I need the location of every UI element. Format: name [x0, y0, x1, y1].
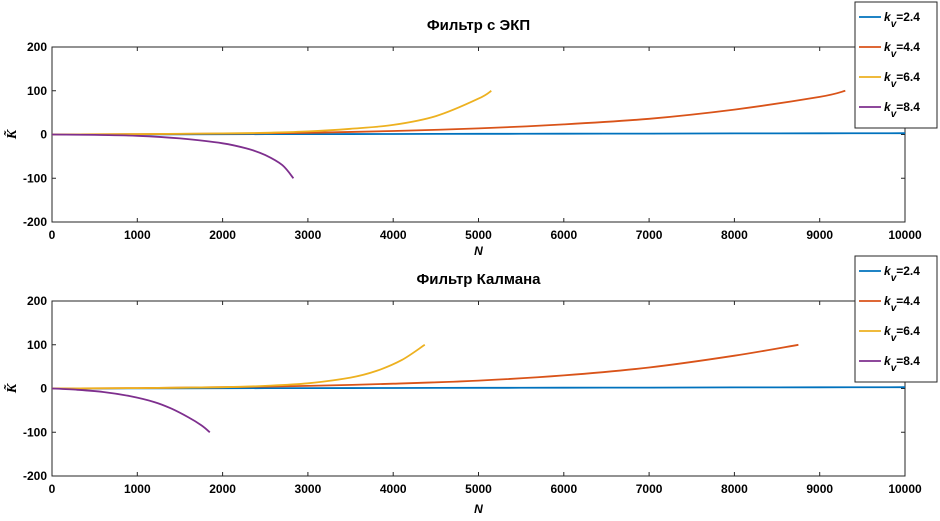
- y-tick-label: -100: [23, 425, 47, 439]
- y-tick-label: -100: [23, 171, 47, 185]
- y-tick-label: 200: [27, 294, 47, 308]
- x-tick-label: 3000: [295, 482, 322, 496]
- series-line-2: [51, 343, 799, 390]
- y-tick-label: 100: [27, 84, 47, 98]
- x-tick-label: 0: [49, 228, 56, 242]
- x-tick-label: 6000: [550, 228, 577, 242]
- x-axis-label: N: [474, 244, 483, 258]
- legend-label: kv=8.4: [884, 354, 920, 374]
- x-tick-label: 10000: [888, 482, 922, 496]
- x-tick-label: 2000: [209, 228, 236, 242]
- y-tick-label: 100: [27, 338, 47, 352]
- legend-label: kv=4.4: [884, 40, 920, 60]
- series-line-3: [51, 344, 426, 390]
- x-tick-label: 4000: [380, 228, 407, 242]
- series-line-4: [51, 387, 211, 433]
- x-tick-label: 9000: [806, 482, 833, 496]
- x-tick-label: 8000: [721, 482, 748, 496]
- chart-title: Фильтр с ЭКП: [427, 17, 530, 34]
- x-axis-label: N: [474, 502, 483, 516]
- legend: kv=2.4 kv=4.4 kv=6.4 kv=8.4: [854, 255, 938, 383]
- series-line-3: [51, 90, 492, 136]
- legend-label: kv=8.4: [884, 100, 920, 120]
- y-tick-label: 0: [40, 382, 47, 396]
- chart-title: Фильтр Калмана: [417, 271, 542, 288]
- y-tick-label: 200: [27, 40, 47, 54]
- y-axis-label: K̃: [2, 382, 20, 394]
- x-tick-label: 4000: [380, 482, 407, 496]
- x-tick-label: 9000: [806, 228, 833, 242]
- x-tick-label: 2000: [209, 482, 236, 496]
- x-tick-label: 5000: [465, 482, 492, 496]
- legend-label: kv=2.4: [884, 264, 920, 284]
- x-tick-label: 7000: [636, 482, 663, 496]
- x-tick-label: 10000: [888, 228, 922, 242]
- legend-label: kv=6.4: [884, 324, 920, 344]
- legend-label: kv=2.4: [884, 10, 920, 30]
- x-tick-label: 0: [49, 482, 56, 496]
- x-tick-label: 6000: [550, 482, 577, 496]
- x-tick-label: 1000: [124, 482, 151, 496]
- y-tick-label: -200: [23, 469, 47, 483]
- x-tick-label: 5000: [465, 228, 492, 242]
- x-tick-label: 8000: [721, 228, 748, 242]
- y-axis-label: K̃: [2, 128, 20, 140]
- y-tick-label: -200: [23, 215, 47, 229]
- series-line-2: [51, 89, 846, 136]
- legend: kv=2.4 kv=4.4 kv=6.4 kv=8.4: [854, 1, 938, 129]
- x-tick-label: 7000: [636, 228, 663, 242]
- series-line-4: [51, 133, 295, 179]
- legend-box: [854, 1, 938, 129]
- y-tick-label: 0: [40, 128, 47, 142]
- x-tick-label: 3000: [295, 228, 322, 242]
- legend-label: kv=6.4: [884, 70, 920, 90]
- x-tick-label: 1000: [124, 228, 151, 242]
- legend-label: kv=4.4: [884, 294, 920, 314]
